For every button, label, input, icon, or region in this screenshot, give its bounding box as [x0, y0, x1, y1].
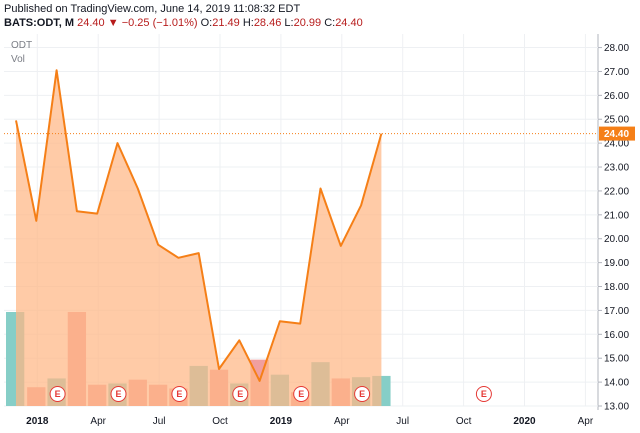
earnings-marker[interactable]: E	[110, 386, 127, 402]
price-change: −0.25 (−1.01%)	[121, 17, 198, 29]
x-tick-label: 2018	[26, 416, 49, 427]
earnings-marker[interactable]: E	[293, 386, 310, 402]
price-axis[interactable]: 28.00 27.00 26.00 25.00 24.00 23.00 22.00 21.00…	[598, 43, 635, 413]
earnings-marker-label: E	[115, 389, 121, 399]
ticker-label: ODT	[11, 40, 32, 51]
legend-line: BATS:ODT, M 24.40 ▼ −0.25 (−1.01%) O:21.…	[4, 16, 363, 30]
y-tick-label: 22.00	[604, 186, 629, 197]
volume-label: Vol	[11, 54, 25, 65]
earnings-marker[interactable]: E	[49, 386, 66, 402]
earnings-marker-label: E	[298, 389, 304, 399]
x-tick-label: Oct	[212, 416, 228, 427]
x-tick-label: Apr	[578, 416, 594, 427]
earnings-marker-label: E	[55, 389, 61, 399]
y-tick-label: 27.00	[604, 67, 629, 78]
time-axis[interactable]: 2018 Apr Jul Oct 2019 Apr Jul Oct 2020 Apr	[26, 416, 594, 427]
x-tick-label: Jul	[396, 416, 409, 427]
y-tick-label: 21.00	[604, 210, 629, 221]
y-tick-label: 24.00	[604, 139, 629, 150]
y-tick-label: 23.00	[604, 163, 629, 174]
earnings-marker-label: E	[176, 389, 182, 399]
earnings-marker[interactable]: E	[171, 386, 188, 402]
earnings-marker[interactable]: E	[475, 386, 492, 402]
last-price-badge-label: 24.40	[604, 129, 629, 140]
published-note: Published on TradingView.com, June 14, 2…	[4, 3, 301, 15]
earnings-circle	[293, 386, 310, 402]
last-price: 24.40	[77, 17, 105, 29]
down-triangle-icon: ▼	[107, 17, 119, 29]
high-value: 28.46	[253, 17, 282, 29]
high-label: H:	[242, 17, 254, 29]
earnings-marker-label: E	[359, 389, 365, 399]
open-value: 21.49	[212, 17, 240, 29]
y-tick-label: 17.00	[604, 306, 629, 317]
x-tick-label: 2019	[270, 416, 293, 427]
y-tick-label: 25.00	[604, 115, 629, 126]
y-tick-label: 16.00	[604, 330, 629, 341]
low-label: L:	[284, 17, 294, 29]
x-tick-label: 2020	[513, 416, 536, 427]
x-tick-label: Apr	[90, 416, 106, 427]
earnings-marker[interactable]: E	[354, 386, 371, 402]
y-tick-label: 20.00	[604, 234, 629, 245]
earnings-circle	[475, 386, 492, 402]
y-tick-label: 15.00	[604, 354, 629, 365]
y-tick-label: 13.00	[604, 402, 629, 413]
open-label: O:	[200, 17, 213, 29]
earnings-marker-label: E	[237, 389, 243, 399]
x-tick-label: Jul	[153, 416, 166, 427]
last-price-badge	[599, 126, 635, 141]
y-tick-label: 28.00	[604, 43, 629, 54]
x-tick-label: Apr	[334, 416, 350, 427]
y-tick-label: 26.00	[604, 91, 629, 102]
y-tick-label: 14.00	[604, 378, 629, 389]
earnings-marker-label: E	[481, 389, 487, 399]
close-value: 24.40	[335, 17, 363, 29]
close-label: C:	[324, 17, 336, 29]
price-area	[16, 70, 382, 407]
y-tick-label: 19.00	[604, 258, 629, 269]
symbol-label[interactable]: BATS:ODT, M	[4, 17, 75, 29]
earnings-circle	[232, 386, 249, 402]
earnings-marker[interactable]: E	[232, 386, 249, 402]
earnings-circle	[354, 386, 371, 402]
earnings-circle	[171, 386, 188, 402]
earnings-circle	[110, 386, 127, 402]
x-tick-label: Oct	[456, 416, 472, 427]
price-line	[15, 69, 383, 382]
y-tick-label: 18.00	[604, 282, 629, 293]
earnings-circle	[49, 386, 66, 402]
low-value: 20.99	[293, 17, 322, 29]
